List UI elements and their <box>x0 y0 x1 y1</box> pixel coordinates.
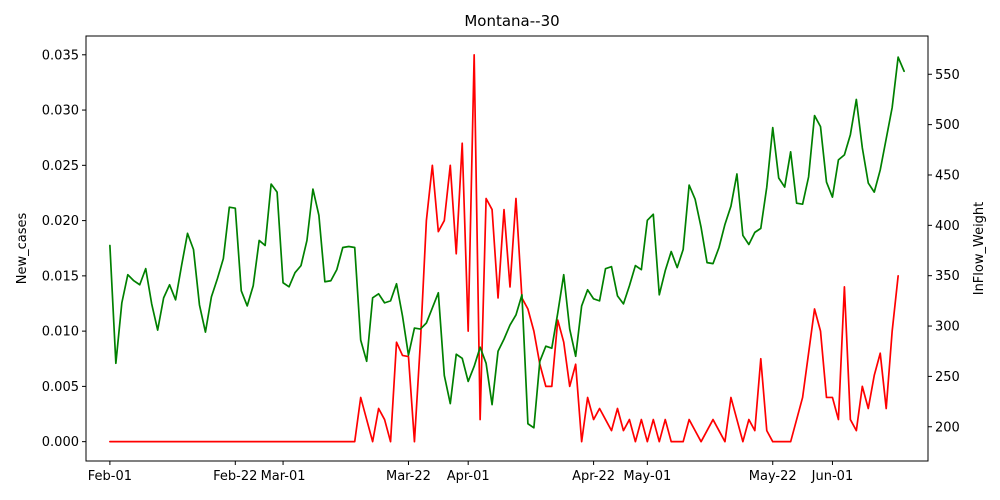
plot-frame <box>85 35 929 462</box>
x-tick-label: Feb-01 <box>88 469 132 484</box>
y-tick-label-left: 0.035 <box>42 48 79 63</box>
series-line-new-cases <box>109 53 899 443</box>
y-tick-label-left: 0.020 <box>42 214 79 229</box>
y-tick-label-left: 0.010 <box>42 325 79 340</box>
y-tick-label-left: 0.030 <box>42 104 79 119</box>
y-tick-label-left: 0.025 <box>42 159 79 174</box>
y-tick-label-right: 500 <box>935 118 960 133</box>
y-tick-label-right: 350 <box>935 269 960 284</box>
y-axis-left: 0.000 0.005 0.010 0.015 0.020 0.025 0.030 0.035 <box>42 48 86 450</box>
x-axis: Feb-01 Feb-22 Mar-01 Mar-22 Apr-01 Apr-22 May-… <box>88 461 853 484</box>
series-layer <box>109 53 905 443</box>
y-tick-label-right: 400 <box>935 219 960 234</box>
y-tick-label-left: 0.005 <box>42 380 79 395</box>
y-tick-label-right: 250 <box>935 370 960 385</box>
x-tick-label: May-22 <box>749 469 797 484</box>
chart-title: Montana--30 <box>464 12 559 30</box>
y-axis-label-left: New_cases <box>15 213 30 285</box>
series-line-inflow-weight <box>109 56 905 429</box>
y-axis-label-right: InFlow_Weight <box>972 202 987 296</box>
x-tick-label: Apr-01 <box>447 469 490 484</box>
x-tick-label: Mar-01 <box>261 469 306 484</box>
x-tick-label: Mar-22 <box>386 469 431 484</box>
y-tick-label-right: 200 <box>935 420 960 435</box>
x-tick-label: May-01 <box>623 469 671 484</box>
x-tick-label: Apr-22 <box>572 469 615 484</box>
y-tick-label-left: 0.015 <box>42 269 79 284</box>
x-tick-label: Jun-01 <box>811 469 854 484</box>
y-tick-label-left: 0.000 <box>42 435 79 450</box>
y-axis-right: 200 250 300 350 400 450 500 550 <box>928 68 960 435</box>
x-tick-label: Feb-22 <box>213 469 257 484</box>
y-tick-label-right: 550 <box>935 68 960 83</box>
y-tick-label-right: 300 <box>935 320 960 335</box>
y-tick-label-right: 450 <box>935 168 960 183</box>
